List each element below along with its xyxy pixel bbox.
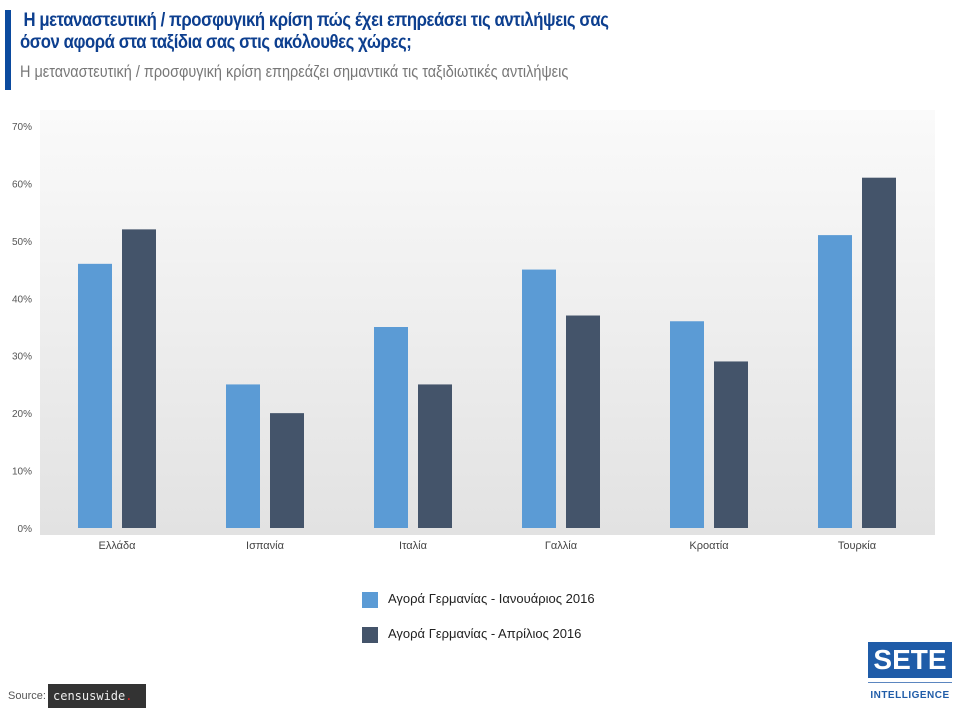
divider xyxy=(868,682,952,683)
bar-jan xyxy=(818,235,852,528)
bar-apr xyxy=(418,384,452,528)
page-subtitle: Η μεταναστευτική / προσφυγική κρίση επηρ… xyxy=(20,62,569,81)
legend-swatch xyxy=(362,626,378,643)
bar-chart: 0% 10% 20% 30% 40% 50% 60% 70% Ελλάδα Ισπανία Ιταλ… xyxy=(12,110,935,552)
bar-apr xyxy=(714,361,748,528)
title-line-2: όσον αφορά στα ταξίδια σας στις ακόλουθε… xyxy=(20,32,412,53)
bar-jan xyxy=(78,263,112,528)
title-accent-bar xyxy=(5,10,11,90)
x-tick-label: Ιταλία xyxy=(399,540,428,552)
legend-item-apr: Αγορά Γερμανίας - Απρίλιος 2016 xyxy=(362,626,581,643)
x-tick-label: Ελλάδα xyxy=(98,540,136,552)
y-tick-label: 10% xyxy=(12,467,32,478)
y-tick-label: 70% xyxy=(12,122,32,133)
bar-apr xyxy=(862,177,896,528)
bar-jan xyxy=(374,327,408,528)
bar-apr xyxy=(270,413,304,528)
bar-apr xyxy=(122,229,156,528)
x-tick-label: Ισπανία xyxy=(246,540,285,552)
title-line-1: Η μεταναστευτική / προσφυγική κρίση πώς … xyxy=(23,10,609,31)
y-tick-label: 50% xyxy=(12,237,32,248)
bar-jan xyxy=(670,321,704,528)
bar-jan xyxy=(522,269,556,528)
y-tick-label: 40% xyxy=(12,294,32,305)
legend-item-jan: Αγορά Γερμανίας - Ιανουάριος 2016 xyxy=(362,591,595,608)
x-tick-label: Γαλλία xyxy=(545,540,578,552)
legend-label: Αγορά Γερμανίας - Απρίλιος 2016 xyxy=(388,626,582,641)
y-tick-label: 20% xyxy=(12,409,32,420)
page-title: Η μεταναστευτική / προσφυγική κρίση πώς … xyxy=(20,10,609,54)
legend-label: Αγορά Γερμανίας - Ιανουάριος 2016 xyxy=(388,591,595,606)
y-tick-label: 60% xyxy=(12,179,32,190)
x-tick-label: Κροατία xyxy=(689,540,729,552)
bar-apr xyxy=(566,315,600,528)
x-tick-label: Τουρκία xyxy=(838,540,877,552)
plot-area xyxy=(40,110,935,535)
legend-swatch xyxy=(362,591,378,608)
sete-logo: SETE xyxy=(868,642,952,678)
y-tick-label: 0% xyxy=(18,524,33,535)
censuswide-logo: censuswide. xyxy=(48,684,146,708)
sete-logo-sub: INTELLIGENCE xyxy=(870,690,950,701)
y-tick-label: 30% xyxy=(12,352,32,363)
source-label: Source: xyxy=(8,690,46,702)
bar-jan xyxy=(226,384,260,528)
